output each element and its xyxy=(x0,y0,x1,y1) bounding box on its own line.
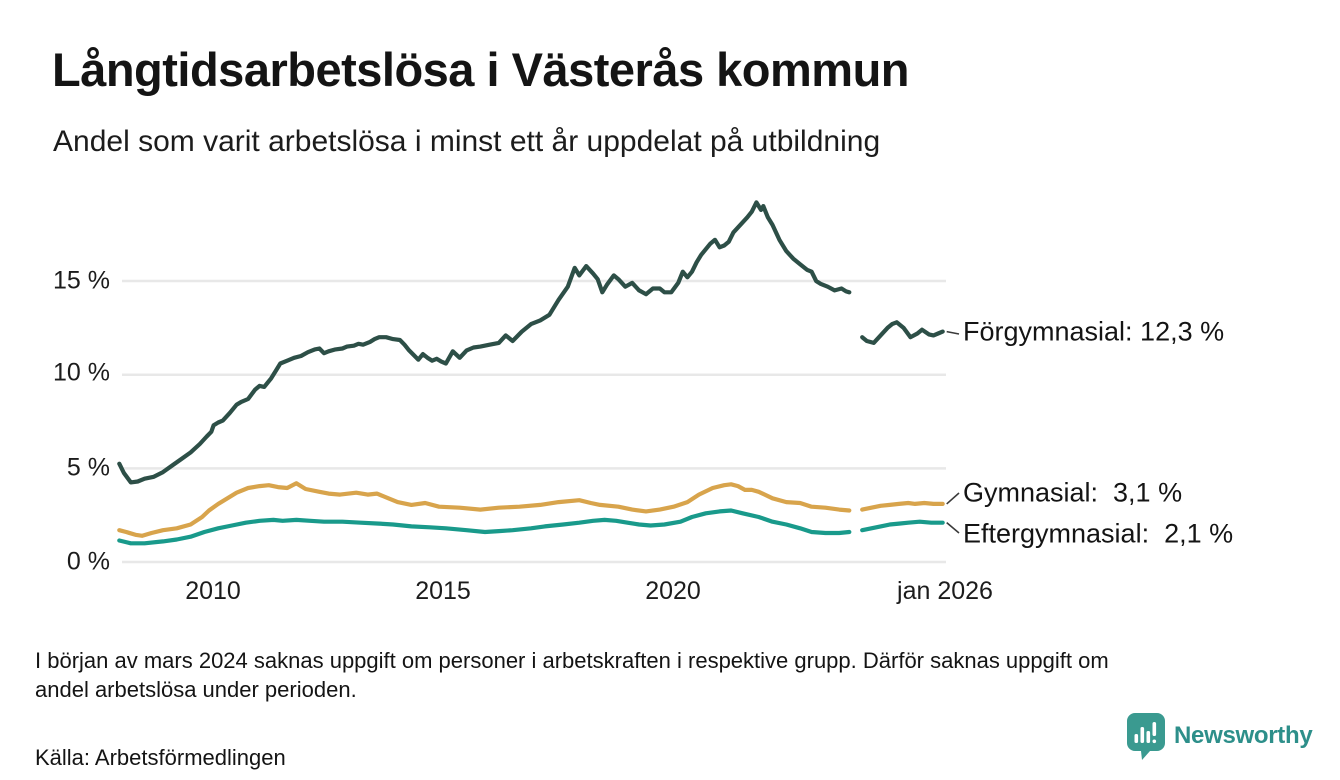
series-line-gymnasial-seg2 xyxy=(860,500,945,512)
x-axis-tick-2015: 2015 xyxy=(415,577,471,605)
chart-title: Långtidsarbetslösa i Västerås kommun xyxy=(52,43,910,96)
series-line-gymnasial-seg1 xyxy=(117,481,852,538)
y-axis-tick-5: 5 % xyxy=(66,453,110,482)
newsworthy-logo[interactable]: Newsworthy xyxy=(1126,712,1313,760)
legend-connector-gymnasial xyxy=(946,492,960,505)
y-axis-tick-10: 10 % xyxy=(53,358,110,387)
series-line-eftergymnasial-seg1 xyxy=(117,508,852,546)
x-axis-tick-jan-2026: jan 2026 xyxy=(897,577,993,605)
series-line-forgymnasial-seg2 xyxy=(860,320,945,345)
legend-connector-eftergymnasial xyxy=(946,522,960,534)
y-axis-tick-0: 0 % xyxy=(66,547,110,576)
x-axis-tick-2010: 2010 xyxy=(185,577,241,605)
legend-label-eftergymnasial: Eftergymnasial: 2,1 % xyxy=(963,518,1234,549)
legend-label-gymnasial: Gymnasial: 3,1 % xyxy=(963,477,1183,508)
y-axis-tick-15: 15 % xyxy=(53,266,110,295)
series-line-forgymnasial-seg1 xyxy=(117,200,852,485)
footnote-line-2: andel arbetslösa under perioden. xyxy=(35,677,357,702)
chart-subtitle: Andel som varit arbetslösa i minst ett å… xyxy=(53,125,881,158)
footnote-line-1: I början av mars 2024 saknas uppgift om … xyxy=(35,648,1109,673)
source-text: Källa: Arbetsförmedlingen xyxy=(35,745,286,770)
newsworthy-logo-text: Newsworthy xyxy=(1174,722,1313,749)
series-line-eftergymnasial-seg2 xyxy=(860,519,945,533)
x-axis-tick-2020: 2020 xyxy=(645,577,701,605)
legend-connector-forgymnasial xyxy=(946,330,960,335)
newsworthy-bubble-barchart-icon xyxy=(1127,713,1165,760)
footnote: I början av mars 2024 saknas uppgift om … xyxy=(35,646,1109,704)
legend-label-forgymnasial: Förgymnasial: 12,3 % xyxy=(963,316,1225,347)
